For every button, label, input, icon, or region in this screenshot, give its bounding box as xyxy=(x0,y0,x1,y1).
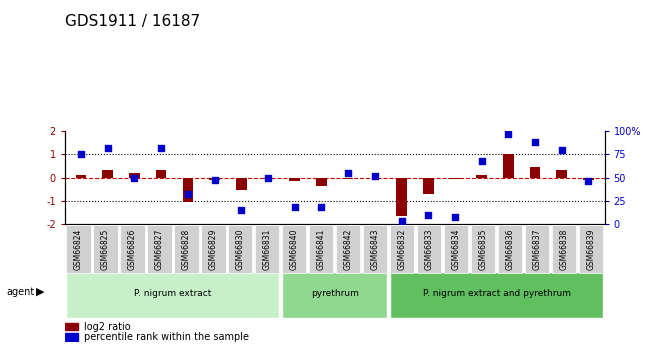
FancyBboxPatch shape xyxy=(66,225,90,273)
FancyBboxPatch shape xyxy=(202,225,226,273)
Text: GSM66826: GSM66826 xyxy=(128,229,137,270)
Point xyxy=(316,205,326,210)
Point xyxy=(343,170,354,176)
Point xyxy=(556,147,567,152)
FancyBboxPatch shape xyxy=(282,272,387,318)
Point xyxy=(423,212,434,218)
FancyBboxPatch shape xyxy=(228,225,252,273)
FancyBboxPatch shape xyxy=(552,225,576,273)
Bar xyxy=(396,178,407,216)
Bar xyxy=(75,175,86,178)
Point xyxy=(530,139,540,145)
FancyBboxPatch shape xyxy=(120,225,144,273)
Point xyxy=(103,145,113,151)
Bar xyxy=(129,173,140,178)
Text: GSM66835: GSM66835 xyxy=(478,228,488,270)
FancyBboxPatch shape xyxy=(148,225,172,273)
Bar xyxy=(103,169,113,178)
Point xyxy=(503,131,514,137)
FancyBboxPatch shape xyxy=(255,225,280,273)
Bar xyxy=(503,154,514,178)
Point xyxy=(236,207,246,213)
FancyBboxPatch shape xyxy=(417,225,441,273)
Point xyxy=(583,179,593,184)
Bar xyxy=(236,178,246,190)
Point xyxy=(183,192,193,197)
Bar xyxy=(65,323,79,330)
Bar xyxy=(156,169,166,178)
Text: percentile rank within the sample: percentile rank within the sample xyxy=(84,332,249,342)
Bar xyxy=(450,178,460,179)
FancyBboxPatch shape xyxy=(66,272,280,318)
FancyBboxPatch shape xyxy=(282,225,306,273)
Bar xyxy=(423,178,434,194)
FancyBboxPatch shape xyxy=(309,225,333,273)
Bar xyxy=(209,178,220,180)
Point xyxy=(289,205,300,210)
Text: GSM66839: GSM66839 xyxy=(586,228,595,270)
Point xyxy=(263,175,273,180)
Text: GSM66838: GSM66838 xyxy=(560,229,569,270)
Point xyxy=(476,158,487,164)
Text: GSM66824: GSM66824 xyxy=(74,229,83,270)
Text: GSM66834: GSM66834 xyxy=(452,228,461,270)
Text: GSM66833: GSM66833 xyxy=(424,228,434,270)
Text: P. nigrum extract and pyrethrum: P. nigrum extract and pyrethrum xyxy=(422,289,571,298)
FancyBboxPatch shape xyxy=(174,225,198,273)
Point xyxy=(76,152,86,157)
Text: GSM66836: GSM66836 xyxy=(506,228,515,270)
Text: agent: agent xyxy=(6,287,34,296)
Point xyxy=(129,175,140,180)
FancyBboxPatch shape xyxy=(363,225,387,273)
Text: GSM66830: GSM66830 xyxy=(236,228,245,270)
FancyBboxPatch shape xyxy=(94,225,118,273)
Bar xyxy=(530,167,540,178)
Bar xyxy=(65,333,79,341)
Point xyxy=(209,178,220,183)
Bar xyxy=(289,178,300,181)
Bar xyxy=(556,169,567,178)
Text: GSM66841: GSM66841 xyxy=(317,229,326,270)
FancyBboxPatch shape xyxy=(525,225,549,273)
FancyBboxPatch shape xyxy=(471,225,495,273)
FancyBboxPatch shape xyxy=(390,272,603,318)
Text: ▶: ▶ xyxy=(36,287,44,296)
Bar xyxy=(183,178,193,202)
Text: pyrethrum: pyrethrum xyxy=(311,289,359,298)
Text: GSM66825: GSM66825 xyxy=(101,229,110,270)
FancyBboxPatch shape xyxy=(498,225,522,273)
Text: log2 ratio: log2 ratio xyxy=(84,322,131,332)
FancyBboxPatch shape xyxy=(390,225,414,273)
Bar xyxy=(316,178,327,186)
FancyBboxPatch shape xyxy=(336,225,360,273)
Text: GSM66840: GSM66840 xyxy=(290,228,299,270)
Text: GSM66828: GSM66828 xyxy=(182,229,191,270)
Point xyxy=(396,219,407,224)
Bar xyxy=(343,178,354,179)
Point xyxy=(156,145,166,151)
Text: GSM66827: GSM66827 xyxy=(155,229,164,270)
Bar xyxy=(476,175,487,178)
Text: GSM66843: GSM66843 xyxy=(370,228,380,270)
Text: GSM66829: GSM66829 xyxy=(209,229,218,270)
Text: GSM66832: GSM66832 xyxy=(398,229,407,270)
Text: GSM66837: GSM66837 xyxy=(532,228,541,270)
Point xyxy=(370,173,380,179)
FancyBboxPatch shape xyxy=(579,225,603,273)
FancyBboxPatch shape xyxy=(444,225,468,273)
Text: P. nigrum extract: P. nigrum extract xyxy=(134,289,212,298)
Point xyxy=(450,214,460,219)
Text: GSM66831: GSM66831 xyxy=(263,229,272,270)
Text: GDS1911 / 16187: GDS1911 / 16187 xyxy=(65,14,200,29)
Bar xyxy=(263,178,273,179)
Text: GSM66842: GSM66842 xyxy=(344,229,353,270)
Bar xyxy=(583,178,594,179)
